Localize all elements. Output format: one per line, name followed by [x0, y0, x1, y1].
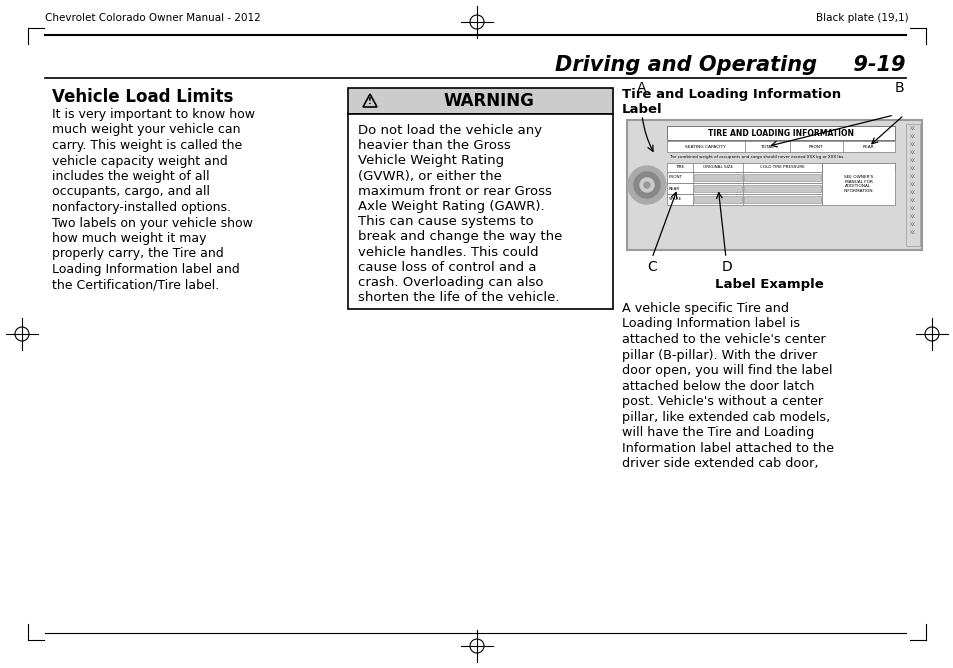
Bar	[666, 172, 821, 183]
Text: XX: XX	[909, 126, 915, 131]
Text: driver side extended cab door,: driver side extended cab door,	[621, 457, 818, 470]
Text: post. Vehicle's without a center: post. Vehicle's without a center	[621, 395, 822, 408]
Bar	[626, 120, 921, 250]
Bar	[666, 141, 894, 152]
Text: pillar, like extended cab models,: pillar, like extended cab models,	[621, 411, 829, 424]
Bar	[743, 185, 821, 192]
Text: the Certification/Tire label.: the Certification/Tire label.	[52, 279, 219, 291]
Bar	[694, 196, 741, 203]
Text: vehicle capacity weight and: vehicle capacity weight and	[52, 154, 228, 168]
Text: pillar (B-pillar). With the driver: pillar (B-pillar). With the driver	[621, 349, 817, 361]
Text: Loading Information label is: Loading Information label is	[621, 317, 800, 331]
Text: Two labels on your vehicle show: Two labels on your vehicle show	[52, 216, 253, 230]
Text: vehicle handles. This could: vehicle handles. This could	[357, 246, 538, 259]
Text: Information label attached to the: Information label attached to the	[621, 442, 833, 454]
Circle shape	[627, 166, 665, 204]
Text: WARNING: WARNING	[442, 92, 534, 110]
Text: maximum front or rear Gross: maximum front or rear Gross	[357, 185, 551, 198]
Text: A vehicle specific Tire and: A vehicle specific Tire and	[621, 302, 788, 315]
Text: COLD TIRE PRESSURE: COLD TIRE PRESSURE	[760, 166, 804, 170]
Text: SEE OWNER'S
MANUAL FOR
ADDITIONAL
INFORMATION: SEE OWNER'S MANUAL FOR ADDITIONAL INFORM…	[842, 175, 872, 193]
Text: XX: XX	[909, 134, 915, 139]
Text: much weight your vehicle can: much weight your vehicle can	[52, 124, 240, 136]
Text: Driving and Operating     9-19: Driving and Operating 9-19	[555, 55, 905, 75]
Bar	[666, 194, 821, 205]
Text: B: B	[894, 81, 903, 95]
Text: Label: Label	[621, 103, 662, 116]
Text: carry. This weight is called the: carry. This weight is called the	[52, 139, 242, 152]
Text: crash. Overloading can also: crash. Overloading can also	[357, 276, 543, 289]
Text: break and change the way the: break and change the way the	[357, 230, 561, 243]
Text: XX: XX	[909, 174, 915, 179]
Bar	[743, 174, 821, 181]
Bar	[694, 174, 741, 181]
Text: A: A	[637, 81, 646, 95]
Text: Vehicle Weight Rating: Vehicle Weight Rating	[357, 154, 503, 168]
Text: ORIGINAL SIZE: ORIGINAL SIZE	[702, 166, 733, 170]
Bar	[743, 196, 821, 203]
Text: The combined weight of occupants and cargo should never exceed XXX kg or XXX lbs: The combined weight of occupants and car…	[668, 155, 843, 159]
Text: shorten the life of the vehicle.: shorten the life of the vehicle.	[357, 291, 558, 304]
Text: heavier than the Gross: heavier than the Gross	[357, 139, 510, 152]
Text: properly carry, the Tire and: properly carry, the Tire and	[52, 248, 224, 261]
Text: XX: XX	[909, 222, 915, 227]
Text: XX: XX	[909, 158, 915, 163]
Text: SPARE: SPARE	[668, 198, 681, 202]
Text: attached below the door latch: attached below the door latch	[621, 379, 814, 393]
Text: cause loss of control and a: cause loss of control and a	[357, 261, 536, 274]
Text: FRONT: FRONT	[668, 176, 682, 180]
Bar	[821, 163, 894, 205]
Circle shape	[639, 178, 654, 192]
Text: Chevrolet Colorado Owner Manual - 2012: Chevrolet Colorado Owner Manual - 2012	[45, 13, 260, 23]
Text: attached to the vehicle's center: attached to the vehicle's center	[621, 333, 825, 346]
Text: Axle Weight Rating (GAWR).: Axle Weight Rating (GAWR).	[357, 200, 544, 213]
Text: XX: XX	[909, 230, 915, 235]
Bar	[348, 114, 613, 309]
Bar	[905, 124, 919, 246]
Text: XX: XX	[909, 198, 915, 203]
Text: TIRE AND LOADING INFORMATION: TIRE AND LOADING INFORMATION	[707, 128, 853, 138]
Text: (GVWR), or either the: (GVWR), or either the	[357, 170, 501, 182]
Text: XX: XX	[909, 214, 915, 219]
Text: XX: XX	[909, 206, 915, 211]
Text: It is very important to know how: It is very important to know how	[52, 108, 254, 121]
Text: will have the Tire and Loading: will have the Tire and Loading	[621, 426, 814, 439]
Text: !: !	[368, 98, 372, 106]
Text: XX: XX	[909, 190, 915, 195]
Text: FRONT: FRONT	[808, 144, 822, 148]
Text: Loading Information label and: Loading Information label and	[52, 263, 239, 276]
Text: XX: XX	[909, 142, 915, 147]
Circle shape	[643, 182, 649, 188]
Text: Label Example: Label Example	[715, 278, 823, 291]
Bar	[666, 163, 894, 172]
Text: Vehicle Load Limits: Vehicle Load Limits	[52, 88, 233, 106]
Text: how much weight it may: how much weight it may	[52, 232, 206, 245]
Circle shape	[634, 172, 659, 198]
Text: occupants, cargo, and all: occupants, cargo, and all	[52, 186, 210, 198]
Bar	[666, 126, 894, 140]
Text: door open, you will find the label: door open, you will find the label	[621, 364, 832, 377]
Text: C: C	[646, 260, 656, 274]
Text: Tire and Loading Information: Tire and Loading Information	[621, 88, 841, 101]
Text: SEATING CAPACITY: SEATING CAPACITY	[684, 144, 725, 148]
Text: REAR: REAR	[668, 186, 679, 190]
Text: Black plate (19,1): Black plate (19,1)	[816, 13, 908, 23]
Text: Do not load the vehicle any: Do not load the vehicle any	[357, 124, 541, 137]
Text: TOTAL: TOTAL	[760, 144, 773, 148]
Bar	[694, 185, 741, 192]
Bar	[348, 88, 613, 114]
Text: D: D	[721, 260, 732, 274]
Text: XX: XX	[909, 182, 915, 187]
Text: TIRE: TIRE	[675, 166, 684, 170]
Text: REAR: REAR	[862, 144, 874, 148]
Text: XX: XX	[909, 166, 915, 171]
Text: This can cause systems to: This can cause systems to	[357, 215, 533, 228]
Bar	[666, 183, 821, 194]
Text: XX: XX	[909, 150, 915, 155]
Text: includes the weight of all: includes the weight of all	[52, 170, 210, 183]
Text: nonfactory-installed options.: nonfactory-installed options.	[52, 201, 231, 214]
